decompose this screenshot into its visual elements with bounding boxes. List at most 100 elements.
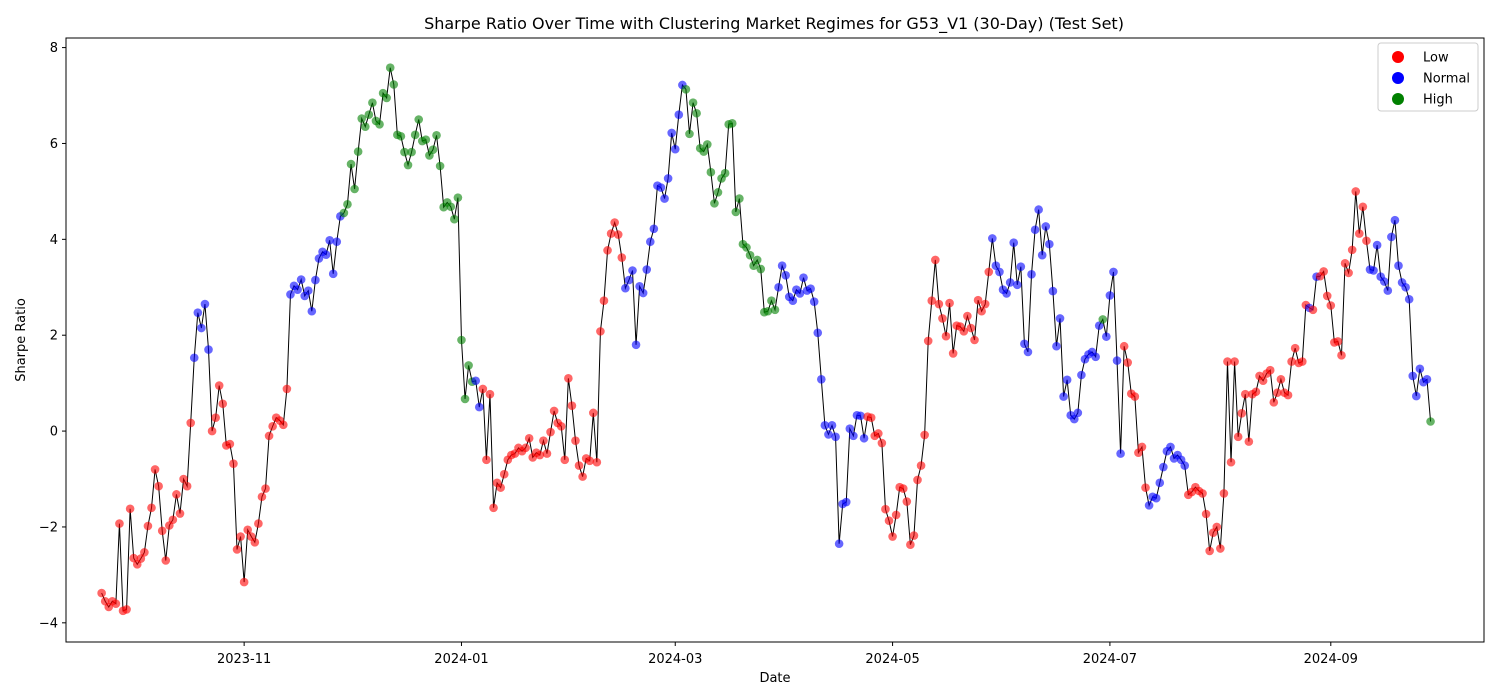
data-point [1269,398,1279,407]
data-point [403,160,413,170]
data-point [1020,339,1029,349]
data-point [157,526,167,536]
data-point [1137,442,1147,452]
data-point [980,299,990,309]
data-point [1048,286,1058,296]
data-point [1408,371,1418,381]
data-point [1404,294,1414,304]
data-point [282,384,292,394]
data-point [1351,187,1361,196]
y-axis-label: Sharpe Ratio [14,298,29,382]
data-point [1347,245,1357,255]
data-point [524,433,534,443]
data-point [478,384,488,394]
data-point [496,483,505,492]
chart-title: Sharpe Ratio Over Time with Clustering M… [424,14,1124,34]
data-point [923,336,933,346]
data-point [1069,414,1079,424]
data-point [97,588,106,598]
plot-frame [65,37,1485,643]
data-point [474,402,484,412]
data-point [799,273,808,282]
data-point [460,394,470,404]
data-point [296,275,306,284]
y-tick-label: 0 [50,425,58,440]
data-point [332,237,342,247]
data-point [175,509,185,518]
data-point [767,296,776,305]
data-point [1244,437,1254,446]
x-axis: 2023-11 2024-01 2024-03 2024-05 2024-07 2024-… [217,642,1358,667]
data-point [621,283,630,293]
data-point [1009,238,1019,247]
data-point [353,147,363,156]
data-point [364,110,374,119]
data-point [727,119,737,128]
data-point [154,481,163,491]
data-point [232,545,242,554]
data-point [389,80,399,89]
x-axis-label: Date [759,671,790,686]
legend-marker [1392,93,1404,105]
data-point [1287,357,1296,366]
data-point [731,207,741,217]
data-point [841,497,851,507]
data-point [1055,314,1065,323]
data-point [988,234,997,243]
data-point [556,421,566,431]
legend-marker [1392,51,1404,63]
data-point [457,335,466,345]
data-point [143,521,153,531]
data-point [1333,337,1343,346]
data-point [286,290,295,299]
data-point [866,413,876,422]
data-point [970,335,979,345]
data-point [1237,409,1247,418]
data-point [535,450,545,460]
data-point [471,376,481,386]
data-point [884,516,894,526]
data-point [824,430,833,439]
data-point [1166,442,1175,452]
data-point [916,461,926,470]
data-point [1322,291,1332,301]
data-point [549,406,559,416]
data-point [913,475,922,485]
data-point [845,424,855,433]
data-point [197,323,206,333]
data-point [1422,375,1432,384]
data-point [1319,267,1328,276]
data-point [1112,356,1122,365]
data-point [660,194,669,203]
data-point [453,193,463,202]
data-point [122,605,131,614]
data-point [1041,222,1051,231]
data-point [368,98,377,108]
data-point [898,484,908,493]
data-point [243,525,252,535]
data-point [1073,408,1083,418]
data-point [817,375,826,384]
data-point [1240,389,1250,399]
y-axis: −4 −2 0 2 4 6 8 [39,41,66,631]
data-point [410,130,420,140]
data-point [877,438,887,448]
data-point [610,218,619,227]
x-tick-label: 2024-05 [865,652,919,667]
data-point [567,401,577,410]
data-point [624,275,634,285]
data-point [1205,546,1214,556]
data-point [396,131,406,141]
data-point [770,305,780,315]
data-point [1340,259,1350,268]
data-point [777,261,787,271]
data-point [1401,282,1410,292]
data-point [674,110,684,119]
data-point [1326,301,1336,310]
data-point [193,308,203,317]
data-point [578,472,587,481]
data-point [428,145,438,154]
data-point [421,135,431,144]
data-point [742,243,751,252]
x-tick-label: 2024-07 [1083,652,1137,667]
